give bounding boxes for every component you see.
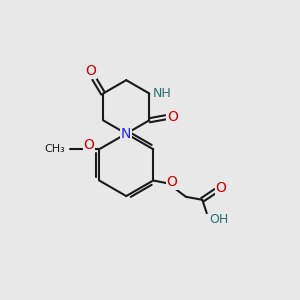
Text: N: N bbox=[121, 127, 131, 141]
Text: O: O bbox=[216, 181, 226, 195]
Text: OH: OH bbox=[210, 213, 229, 226]
Text: O: O bbox=[167, 110, 178, 124]
Text: NH: NH bbox=[153, 87, 172, 100]
Text: O: O bbox=[83, 138, 94, 152]
Text: O: O bbox=[86, 64, 97, 78]
Text: O: O bbox=[166, 175, 177, 189]
Text: CH₃: CH₃ bbox=[44, 144, 65, 154]
